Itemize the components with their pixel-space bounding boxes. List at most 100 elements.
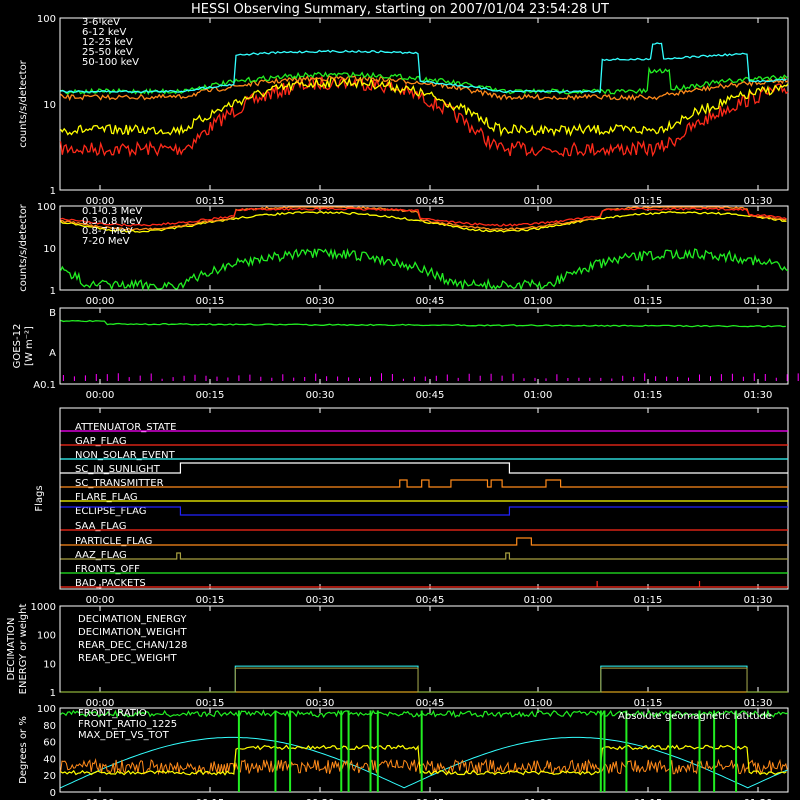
y-tick-label: 100 bbox=[37, 631, 56, 642]
x-tick-label: 01:00 bbox=[524, 798, 553, 800]
series-7-20-mev bbox=[59, 247, 789, 292]
x-tick-label: 00:45 bbox=[416, 196, 445, 207]
y-tick-label: 40 bbox=[43, 754, 56, 765]
x-tick-label: 01:30 bbox=[744, 798, 773, 800]
flag-label: AAZ_FLAG bbox=[75, 550, 127, 561]
flag-label: SC_TRANSMITTER bbox=[75, 478, 164, 489]
legend-entry: 50-100 keV bbox=[82, 57, 139, 68]
series-front-ratio bbox=[60, 709, 789, 719]
x-tick-label: 00:30 bbox=[306, 196, 335, 207]
y-tick-label: A bbox=[49, 348, 56, 359]
y-tick-label: B bbox=[49, 308, 56, 319]
y-axis-label: Degrees or % bbox=[18, 716, 29, 784]
x-tick-label: 01:15 bbox=[634, 390, 663, 401]
x-tick-label: 00:45 bbox=[416, 798, 445, 800]
legend-entry: REAR_DEC_CHAN/128 bbox=[78, 640, 187, 651]
y-axis-label: Flags bbox=[34, 485, 45, 511]
flag-series bbox=[60, 581, 788, 588]
annotation-label: Absolute geomagnetic latitude bbox=[618, 711, 772, 722]
flag-label: ATTENUATOR_STATE bbox=[75, 422, 176, 433]
series-6-12-kev bbox=[60, 74, 789, 102]
x-tick-label: 00:45 bbox=[416, 296, 445, 307]
flag-label: GAP_FLAG bbox=[75, 436, 127, 447]
series-25-50-kev bbox=[60, 66, 789, 96]
x-tick-label: 01:30 bbox=[744, 390, 773, 401]
flag-series bbox=[60, 552, 788, 560]
y-axis-label: counts/s/detector bbox=[18, 59, 29, 147]
legend-entry: 0.8-7 MeV bbox=[82, 226, 133, 237]
x-tick-label: 00:00 bbox=[86, 296, 115, 307]
legend-entry: 7-20 MeV bbox=[82, 236, 130, 247]
flag-series bbox=[60, 479, 788, 488]
x-tick-label: 00:30 bbox=[306, 296, 335, 307]
y-axis-unit: [W m⁻²] bbox=[24, 326, 35, 366]
legend-entry: 6-12 keV bbox=[82, 27, 126, 38]
x-tick-label: 00:45 bbox=[416, 390, 445, 401]
series-50-100-kev bbox=[60, 42, 787, 94]
series-12-25-kev bbox=[59, 76, 789, 137]
series-goes-short bbox=[62, 373, 799, 381]
series-0.1-0.3-mev bbox=[60, 207, 787, 227]
series-0.8-7-mev bbox=[60, 211, 787, 233]
y-tick-label: 60 bbox=[43, 738, 56, 749]
legend-entry: 3-6 keV bbox=[82, 17, 120, 28]
chart-title: HESSI Observing Summary, starting on 200… bbox=[191, 2, 609, 17]
flag-series bbox=[60, 506, 788, 516]
flag-label: SAA_FLAG bbox=[75, 521, 126, 532]
x-tick-label: 01:00 bbox=[524, 698, 553, 709]
flag-label: ECLIPSE_FLAG bbox=[75, 506, 146, 517]
x-tick-label: 01:15 bbox=[634, 595, 663, 606]
legend-entry: 0.3-0.8 MeV bbox=[82, 216, 142, 227]
panel3-frame bbox=[59, 307, 789, 385]
flag-label: PARTICLE_FLAG bbox=[75, 536, 152, 547]
x-tick-label: 01:30 bbox=[744, 595, 773, 606]
legend-entry: 12-25 keV bbox=[82, 37, 133, 48]
x-tick-label: 00:00 bbox=[86, 390, 115, 401]
y-axis-label-2: ENERGY or weight bbox=[18, 604, 29, 695]
legend-entry: 0.1-0.3 MeV bbox=[82, 206, 142, 217]
x-tick-label: 01:30 bbox=[744, 196, 773, 207]
series-0.3-0.8-mev bbox=[60, 206, 787, 231]
series-max-det-vs-tot bbox=[60, 758, 788, 776]
y-tick-label: 100 bbox=[37, 202, 56, 213]
x-tick-label: 00:30 bbox=[306, 595, 335, 606]
y-tick-label: 20 bbox=[43, 771, 56, 782]
x-tick-label: 01:00 bbox=[524, 296, 553, 307]
x-tick-label: 00:00 bbox=[86, 595, 115, 606]
legend-entry: DECIMATION_ENERGY bbox=[78, 614, 187, 625]
x-tick-label: 00:15 bbox=[196, 595, 225, 606]
y-tick-label: 100 bbox=[37, 704, 56, 715]
y-tick-label: 10 bbox=[43, 659, 56, 670]
series-geomagnetic-latitude bbox=[60, 736, 789, 789]
flag-label: FRONTS_OFF bbox=[75, 564, 140, 575]
x-tick-label: 00:15 bbox=[196, 798, 225, 800]
legend-entry: REAR_DEC_WEIGHT bbox=[78, 653, 177, 664]
legend-entry: 25-50 keV bbox=[82, 47, 133, 58]
series-front-ratio-1225 bbox=[60, 744, 787, 776]
x-tick-label: 01:15 bbox=[634, 196, 663, 207]
x-tick-label: 01:00 bbox=[524, 595, 553, 606]
x-tick-label: 00:15 bbox=[196, 296, 225, 307]
series-goes-flux bbox=[60, 319, 786, 328]
panel6-frame bbox=[59, 707, 789, 793]
x-tick-label: 00:30 bbox=[306, 798, 335, 800]
panel4-frame bbox=[59, 407, 789, 590]
y-tick-label: 1 bbox=[50, 688, 56, 699]
legend-entry: FRONT_RATIO_1225 bbox=[78, 719, 177, 730]
panel1-frame bbox=[59, 17, 789, 191]
x-tick-label: 00:30 bbox=[306, 698, 335, 709]
x-tick-label: 01:15 bbox=[634, 296, 663, 307]
x-tick-label: 01:15 bbox=[634, 698, 663, 709]
x-tick-label: 01:30 bbox=[744, 296, 773, 307]
flag-series bbox=[60, 537, 788, 546]
x-tick-label: 01:00 bbox=[524, 390, 553, 401]
flag-label: FLARE_FLAG bbox=[75, 492, 138, 503]
y-axis-label: DECIMATION bbox=[6, 617, 17, 680]
y-tick-label: 1 bbox=[50, 186, 56, 197]
x-tick-label: 01:15 bbox=[634, 798, 663, 800]
series-rear-dec-chan bbox=[60, 665, 788, 693]
legend-entry: MAX_DET_VS_TOT bbox=[78, 730, 170, 741]
flag-series bbox=[60, 462, 788, 474]
flag-label: BAD_PACKETS bbox=[75, 578, 146, 589]
